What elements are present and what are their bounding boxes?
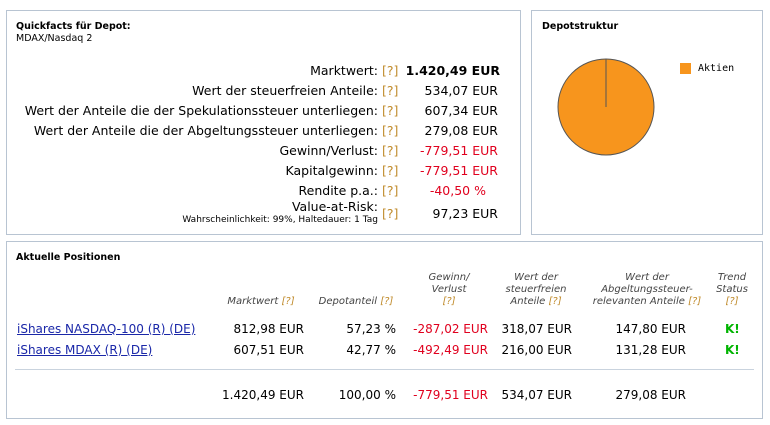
cell-depotanteil: 57,23 % xyxy=(346,322,396,336)
trend-status: K! xyxy=(725,322,740,336)
header-abgeltung: Wert der Abgeltungssteuer- relevanten An… xyxy=(592,272,702,307)
total-gewinn: -779,51 EUR xyxy=(413,388,488,402)
help-link[interactable]: [?] xyxy=(382,63,399,78)
quickfacts-row-var: Value-at-Risk: Wahrscheinlichkeit: 99%, … xyxy=(7,199,522,231)
position-link-mdax[interactable]: iShares MDAX (R) (DE) xyxy=(17,343,153,357)
help-link[interactable]: [?] xyxy=(382,123,399,138)
cell-gewinn: -287,02 EUR xyxy=(413,322,488,336)
quickfacts-label: Wert der Anteile die der Abgeltungssteue… xyxy=(33,123,378,138)
cell-steuerfrei: 318,07 EUR xyxy=(501,322,572,336)
cell-gewinn: -492,49 EUR xyxy=(413,343,488,357)
positions-title: Aktuelle Positionen xyxy=(16,252,121,263)
quickfacts-panel: Quickfacts für Depot: MDAX/Nasdaq 2 Mark… xyxy=(6,10,521,235)
quickfacts-title: Quickfacts für Depot: xyxy=(16,21,131,32)
help-link[interactable]: [?] xyxy=(382,183,399,198)
depotstruktur-title: Depotstruktur xyxy=(542,21,619,32)
help-link[interactable]: [?] xyxy=(382,163,399,178)
quickfacts-row-rendite: Rendite p.a.: [?] -40,50 % xyxy=(7,183,522,203)
legend-label-aktien: Aktien xyxy=(698,63,735,74)
quickfacts-value: 534,07 EUR xyxy=(424,83,498,98)
quickfacts-label: Value-at-Risk: xyxy=(291,199,378,214)
cell-steuerfrei: 216,00 EUR xyxy=(501,343,572,357)
quickfacts-label: Kapitalgewinn: xyxy=(285,163,378,178)
help-link[interactable]: [?] xyxy=(382,143,399,158)
header-marktwert: Marktwert [?] xyxy=(227,296,295,307)
total-steuerfrei: 534,07 EUR xyxy=(501,388,572,402)
positions-panel: Aktuelle Positionen Marktwert [?] Depota… xyxy=(6,241,763,419)
header-trend: Trend Status [?] xyxy=(716,272,748,307)
quickfacts-value: 279,08 EUR xyxy=(424,123,498,138)
header-gewinn: Gewinn/ Verlust [?] xyxy=(428,272,470,307)
total-marktwert: 1.420,49 EUR xyxy=(222,388,304,402)
quickfacts-value: 1.420,49 EUR xyxy=(405,63,500,78)
help-link[interactable]: [?] xyxy=(382,206,399,221)
header-steuerfrei: Wert der steuerfreien Anteile [?] xyxy=(505,272,567,307)
help-link[interactable]: [?] xyxy=(382,83,399,98)
quickfacts-row-gewinn: Gewinn/Verlust: [?] -779,51 EUR xyxy=(7,143,522,163)
quickfacts-row-marktwert: Marktwert: [?] 1.420,49 EUR xyxy=(7,63,522,83)
quickfacts-row-steuerfrei: Wert der steuerfreien Anteile: [?] 534,0… xyxy=(7,83,522,103)
cell-marktwert: 607,51 EUR xyxy=(233,343,304,357)
quickfacts-row-abgeltung: Wert der Anteile die der Abgeltungssteue… xyxy=(7,123,522,143)
depotstruktur-panel: Depotstruktur Aktien xyxy=(531,10,763,235)
trend-status: K! xyxy=(725,343,740,357)
divider xyxy=(15,369,754,370)
quickfacts-label: Marktwert: xyxy=(310,63,378,78)
total-abgeltung: 279,08 EUR xyxy=(615,388,686,402)
cell-depotanteil: 42,77 % xyxy=(346,343,396,357)
position-link-nasdaq[interactable]: iShares NASDAQ-100 (R) (DE) xyxy=(17,322,196,336)
pie-chart xyxy=(557,58,655,156)
quickfacts-label: Rendite p.a.: xyxy=(298,183,378,198)
cell-abgeltung: 147,80 EUR xyxy=(615,322,686,336)
total-depotanteil: 100,00 % xyxy=(338,388,396,402)
quickfacts-row-kapitalgewinn: Kapitalgewinn: [?] -779,51 EUR xyxy=(7,163,522,183)
quickfacts-label: Gewinn/Verlust: xyxy=(279,143,378,158)
quickfacts-value: -40,50 % xyxy=(429,183,486,198)
quickfacts-value: 97,23 EUR xyxy=(432,206,499,221)
quickfacts-row-spekulation: Wert der Anteile die der Spekulationsste… xyxy=(7,103,522,123)
header-depotanteil: Depotanteil [?] xyxy=(318,296,394,307)
quickfacts-value: -779,51 EUR xyxy=(420,163,498,178)
legend-swatch xyxy=(680,63,691,74)
help-link[interactable]: [?] xyxy=(382,103,399,118)
quickfacts-note: Wahrscheinlichkeit: 99%, Haltedauer: 1 T… xyxy=(182,215,378,225)
quickfacts-value: -779,51 EUR xyxy=(420,143,498,158)
quickfacts-label: Wert der Anteile die der Spekulationsste… xyxy=(24,103,378,118)
quickfacts-subtitle: MDAX/Nasdaq 2 xyxy=(16,33,93,44)
cell-marktwert: 812,98 EUR xyxy=(233,322,304,336)
quickfacts-label: Wert der steuerfreien Anteile: xyxy=(192,83,378,98)
cell-abgeltung: 131,28 EUR xyxy=(615,343,686,357)
quickfacts-value: 607,34 EUR xyxy=(424,103,498,118)
